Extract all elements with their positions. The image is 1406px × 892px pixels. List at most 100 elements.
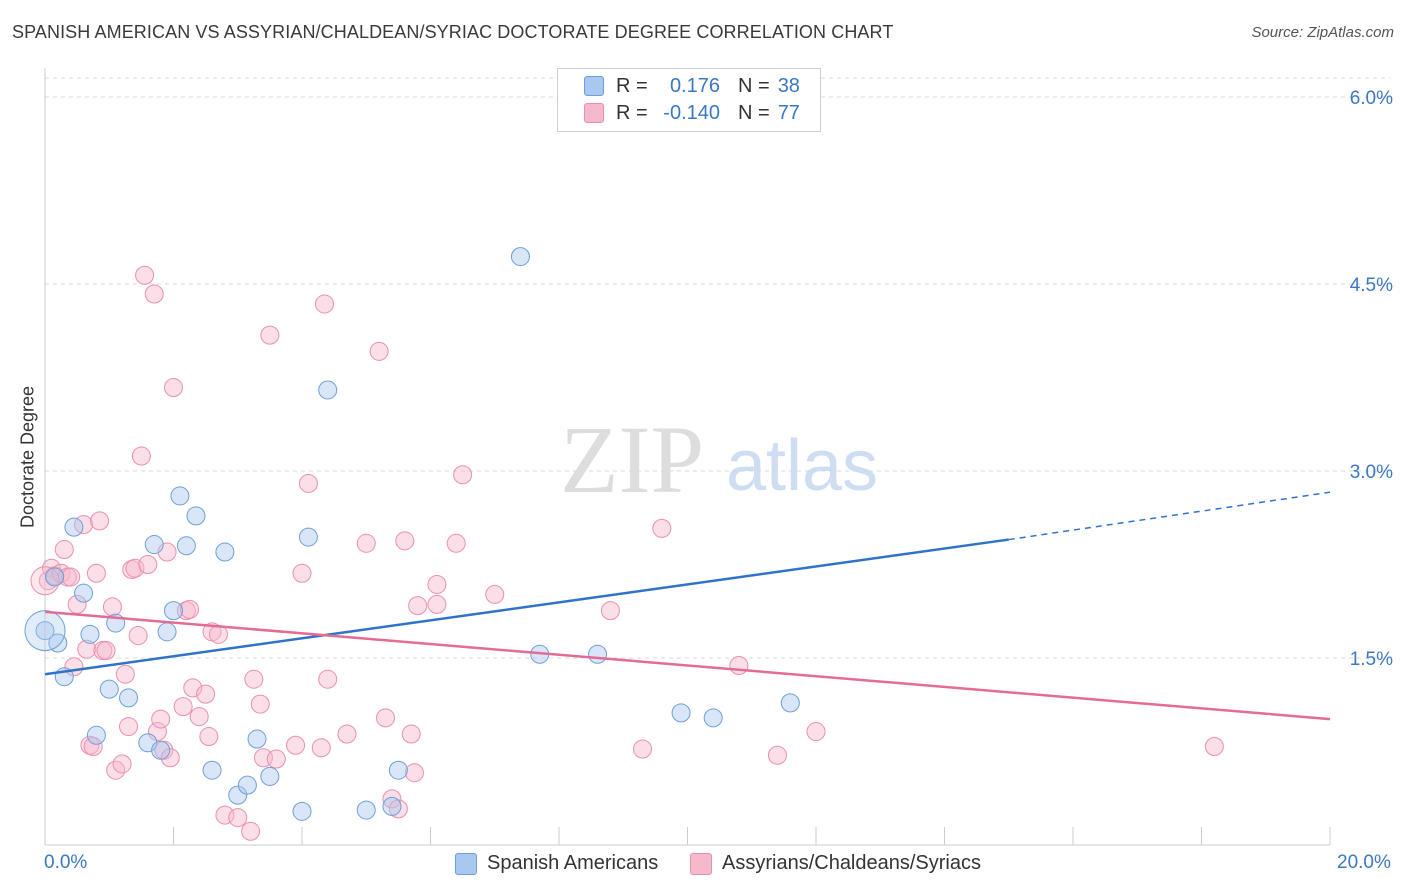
- point-pink-29: [147, 722, 167, 742]
- point-pink-48: [250, 694, 270, 714]
- point-pink-66: [404, 763, 424, 783]
- point-pink-12: [83, 737, 103, 757]
- legend-r-value: 0.176: [669, 75, 720, 97]
- point-pink-30: [151, 709, 171, 729]
- point-blue-17: [186, 506, 206, 526]
- legend-row-spanish: R = 0.176 N = 38: [584, 74, 800, 98]
- point-pink-28: [144, 284, 164, 304]
- point-pink-61: [376, 708, 396, 728]
- point-blue-13: [157, 622, 177, 642]
- point-pink-26: [135, 265, 155, 285]
- y-tick-label-3: 6.0%: [1350, 88, 1393, 109]
- legend-n-label: N =: [738, 102, 770, 124]
- point-blue-4: [74, 583, 94, 603]
- x-tick-min: 0.0%: [44, 852, 88, 873]
- bottom-legend-swatch-pink: [690, 852, 712, 875]
- point-pink-76: [729, 655, 749, 675]
- point-pink-65: [401, 724, 421, 744]
- bottom-legend-assyrians: Assyrians/Chaldeans/Syriacs: [690, 852, 981, 875]
- point-pink-27: [138, 555, 158, 574]
- point-blue-29: [382, 796, 402, 816]
- point-pink-51: [266, 749, 286, 769]
- point-pink-78: [806, 722, 826, 742]
- trend-line-assyrians: [44, 610, 1331, 721]
- point-pink-13: [86, 563, 106, 583]
- point-pink-4: [54, 540, 74, 560]
- point-pink-77: [767, 745, 787, 765]
- point-pink-37: [180, 599, 200, 619]
- point-pink-60: [369, 341, 389, 361]
- point-pink-33: [160, 748, 180, 768]
- point-pink-52: [286, 735, 306, 755]
- point-blue-6: [86, 725, 106, 745]
- chart-title: SPANISH AMERICAN VS ASSYRIAN/CHALDEAN/SY…: [12, 22, 894, 42]
- series-assyrians-points: [30, 265, 1224, 841]
- point-pink-25: [131, 446, 151, 466]
- bottom-legend-spanish: Spanish Americans: [455, 852, 658, 875]
- point-blue-32: [588, 644, 608, 664]
- point-pink-56: [314, 294, 334, 314]
- trend-line-spanish: [44, 538, 1009, 676]
- point-blue-31: [510, 247, 530, 267]
- legend-swatch-blue: [584, 76, 604, 96]
- point-blue-34: [703, 708, 723, 728]
- point-blue-11: [144, 535, 164, 555]
- point-blue-26: [318, 380, 338, 400]
- bottom-legend-label-spanish: Spanish Americans: [487, 852, 659, 874]
- point-blue-large: [24, 610, 66, 652]
- trend-line-spanish-extrapolated: [1008, 491, 1331, 541]
- watermark-zip: ZIP: [560, 406, 704, 513]
- point-pink-55: [311, 738, 331, 758]
- point-pink-39: [189, 707, 209, 727]
- legend-r-value: -0.140: [663, 102, 720, 124]
- y-tick-label-1: 3.0%: [1350, 462, 1393, 483]
- point-pink-34: [164, 377, 183, 397]
- point-pink-68: [427, 574, 447, 594]
- point-pink-46: [241, 821, 261, 841]
- point-blue-28: [388, 760, 408, 780]
- point-pink-10: [77, 639, 97, 659]
- point-pink-3: [51, 563, 71, 583]
- point-pink-57: [318, 669, 338, 689]
- point-pink-45: [228, 808, 248, 828]
- point-blue-24: [292, 801, 312, 821]
- point-pink-73: [600, 601, 620, 621]
- point-blue-25: [298, 527, 318, 547]
- point-pink-75: [652, 518, 672, 538]
- point-pink-70: [446, 533, 466, 553]
- point-pink-40: [196, 684, 216, 704]
- point-pink-74: [633, 739, 653, 759]
- point-pink-62: [382, 789, 402, 809]
- point-blue-27: [356, 800, 376, 820]
- point-blue-19: [215, 542, 235, 562]
- point-blue-35: [780, 693, 800, 713]
- point-pink-47: [244, 669, 264, 689]
- point-blue-37: [45, 567, 65, 587]
- point-pink-14: [90, 511, 110, 531]
- legend-r-label: R =: [616, 102, 648, 124]
- legend-n-label: N =: [738, 75, 770, 97]
- point-pink-17: [102, 597, 122, 617]
- trend-lines: [44, 491, 1331, 721]
- point-pink-59: [356, 533, 376, 553]
- point-pink-64: [395, 531, 415, 551]
- legend-row-assyrians: R = -0.140 N = 77: [584, 101, 800, 125]
- point-pink-53: [292, 563, 312, 583]
- gridlines: [45, 77, 1390, 659]
- bottom-legend-swatch-blue: [455, 852, 477, 875]
- point-blue-22: [247, 729, 267, 749]
- point-pink-24: [128, 626, 148, 646]
- point-pink-71: [453, 465, 473, 485]
- point-blue-12: [151, 740, 171, 760]
- y-tick-label-0: 1.5%: [1350, 649, 1393, 670]
- bottom-legend-label-assyrians: Assyrians/Chaldeans/Syriacs: [722, 852, 981, 874]
- point-blue-16: [176, 536, 196, 556]
- source-credit: Source: ZipAtlas.com: [1251, 24, 1394, 41]
- legend-n-value: 38: [777, 75, 800, 97]
- axes: [44, 68, 1331, 846]
- y-tick-labels: 1.5% 3.0% 4.5% 6.0%: [1350, 88, 1393, 670]
- legend: R = 0.176 N = 38 R = -0.140 N = 77: [557, 68, 821, 132]
- point-blue-33: [671, 703, 691, 723]
- point-pink-72: [485, 584, 505, 604]
